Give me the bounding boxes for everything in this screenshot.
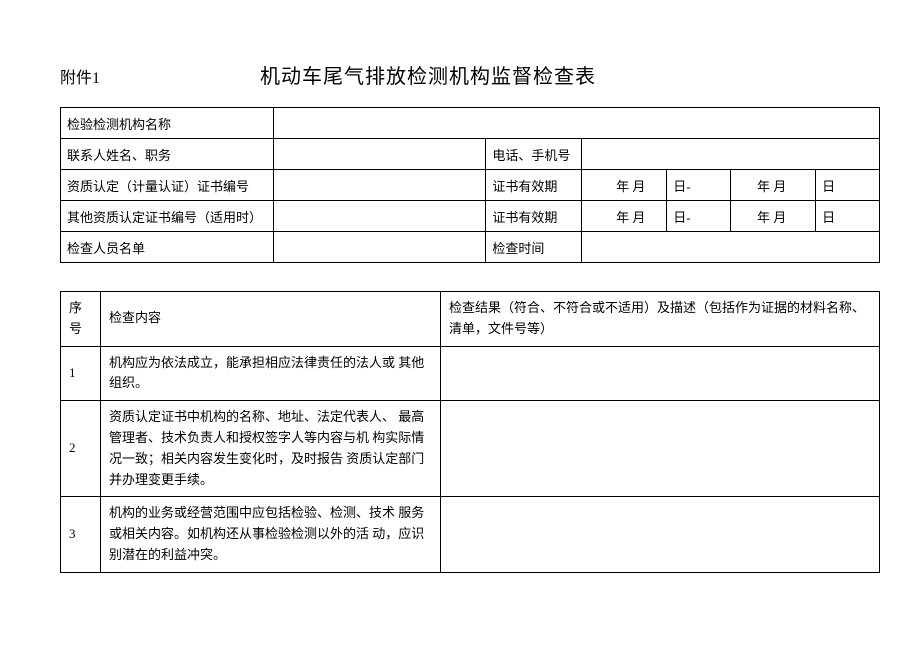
table-row: 2 资质认定证书中机构的名称、地址、法定代表人、 最高管理者、技术负责人和授权签… xyxy=(61,401,880,497)
page-container: 附件1 机动车尾气排放检测机构监督检查表 检验检测机构名称 联系人姓名、职务 电… xyxy=(0,0,920,650)
row-seq: 1 xyxy=(61,346,101,401)
info-row-inspector: 检查人员名单 检查时间 xyxy=(61,232,880,263)
row-seq: 3 xyxy=(61,497,101,572)
row-content: 资质认定证书中机构的名称、地址、法定代表人、 最高管理者、技术负责人和授权签字人… xyxy=(101,401,441,497)
row-result xyxy=(441,497,880,572)
other-valid-v4: 日 xyxy=(816,201,880,232)
cert-no-label: 资质认定（计量认证）证书编号 xyxy=(61,170,274,201)
row-result xyxy=(441,401,880,497)
check-time-value xyxy=(582,232,880,263)
attachment-label: 附件1 xyxy=(60,64,260,88)
cert-valid-v3: 年 月 xyxy=(731,170,816,201)
cert-valid-label: 证书有效期 xyxy=(486,170,582,201)
inspector-value xyxy=(273,232,486,263)
other-valid-v2: 日- xyxy=(667,201,731,232)
other-cert-label: 其他资质认定证书编号（适用时） xyxy=(61,201,274,232)
info-row-other-cert: 其他资质认定证书编号（适用时） 证书有效期 年 月 日- 年 月 日 xyxy=(61,201,880,232)
header-row: 附件1 机动车尾气排放检测机构监督检查表 xyxy=(60,60,880,89)
row-result xyxy=(441,346,880,401)
info-row-cert: 资质认定（计量认证）证书编号 证书有效期 年 月 日- 年 月 日 xyxy=(61,170,880,201)
row-content: 机构应为依法成立，能承担相应法律责任的法人或 其他组织。 xyxy=(101,346,441,401)
other-valid-v1: 年 月 xyxy=(582,201,667,232)
header-seq: 序号 xyxy=(61,292,101,347)
check-table: 序号 检查内容 检查结果（符合、不符合或不适用）及描述（包括作为证据的材料名称、… xyxy=(60,291,880,573)
contact-label: 联系人姓名、职务 xyxy=(61,139,274,170)
org-name-value xyxy=(273,108,879,139)
header-content: 检查内容 xyxy=(101,292,441,347)
other-valid-v3-text: 年 月 xyxy=(757,210,786,225)
cert-valid-v3-text: 年 月 xyxy=(757,179,786,194)
cert-valid-v1: 年 月 xyxy=(582,170,667,201)
header-result: 检查结果（符合、不符合或不适用）及描述（包括作为证据的材料名称、清单，文件号等） xyxy=(441,292,880,347)
other-cert-valid-label: 证书有效期 xyxy=(486,201,582,232)
inspector-label: 检查人员名单 xyxy=(61,232,274,263)
row-content: 机构的业务或经营范围中应包括检验、检测、技术 服务或相关内容。如机构还从事检验检… xyxy=(101,497,441,572)
check-time-label: 检查时间 xyxy=(486,232,582,263)
table-row: 3 机构的业务或经营范围中应包括检验、检测、技术 服务或相关内容。如机构还从事检… xyxy=(61,497,880,572)
other-cert-value xyxy=(273,201,486,232)
cert-valid-v1-text: 年 月 xyxy=(616,179,645,194)
cert-no-value xyxy=(273,170,486,201)
info-row-org: 检验检测机构名称 xyxy=(61,108,880,139)
other-valid-v3: 年 月 xyxy=(731,201,816,232)
check-table-header: 序号 检查内容 检查结果（符合、不符合或不适用）及描述（包括作为证据的材料名称、… xyxy=(61,292,880,347)
phone-value xyxy=(582,139,880,170)
row-seq: 2 xyxy=(61,401,101,497)
org-name-label: 检验检测机构名称 xyxy=(61,108,274,139)
cert-valid-v2: 日- xyxy=(667,170,731,201)
table-row: 1 机构应为依法成立，能承担相应法律责任的法人或 其他组织。 xyxy=(61,346,880,401)
cert-valid-v4: 日 xyxy=(816,170,880,201)
other-valid-v1-text: 年 月 xyxy=(616,210,645,225)
info-row-contact: 联系人姓名、职务 电话、手机号 xyxy=(61,139,880,170)
contact-value xyxy=(273,139,486,170)
info-table: 检验检测机构名称 联系人姓名、职务 电话、手机号 资质认定（计量认证）证书编号 … xyxy=(60,107,880,263)
page-title: 机动车尾气排放检测机构监督检查表 xyxy=(260,60,596,89)
phone-label: 电话、手机号 xyxy=(486,139,582,170)
